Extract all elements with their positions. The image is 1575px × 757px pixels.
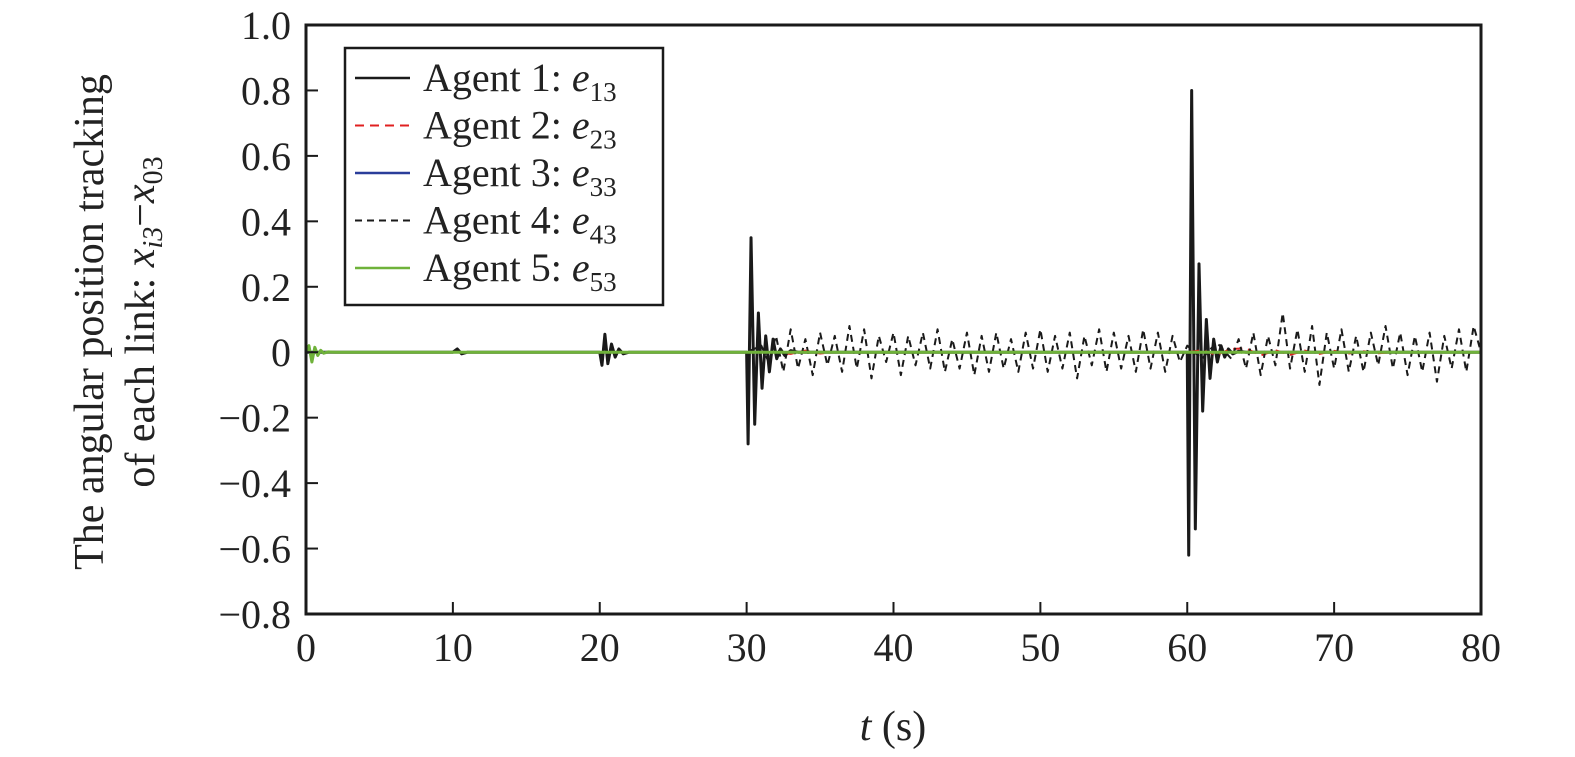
- series-line-agent-4: [306, 311, 1481, 386]
- y-axis-label-sub-i3: i3: [138, 227, 169, 249]
- series-line-agent-5: [306, 344, 1481, 364]
- y-axis-label-var-x1: x: [118, 248, 164, 268]
- y-axis-label-minus: −: [118, 203, 164, 227]
- x-axis-label: t (s): [860, 704, 927, 750]
- y-axis-label-sub-03: 03: [138, 156, 169, 184]
- y-tick-label: −0.6: [218, 527, 291, 572]
- y-tick-label: 1.0: [241, 3, 291, 48]
- y-tick-label: −0.2: [218, 396, 291, 441]
- y-tick-label: −0.4: [218, 461, 291, 506]
- x-axis-label-unit: (s): [871, 704, 926, 750]
- series-layer: [306, 88, 1481, 557]
- x-tick-label: 20: [580, 625, 620, 670]
- legend-label-agent-5: Agent 5: e53: [423, 245, 617, 297]
- y-tick-label: −0.8: [218, 592, 291, 637]
- y-tick-label: 0.4: [241, 199, 291, 244]
- legend-label-agent-1: Agent 1: e13: [423, 55, 617, 107]
- legend-box: [343, 46, 665, 307]
- series-line-agent-1: [306, 88, 1481, 557]
- y-axis-label-var-x2: x: [118, 184, 164, 204]
- x-tick-label: 60: [1167, 625, 1207, 670]
- x-tick-label: 30: [727, 625, 767, 670]
- y-tick-label: 0: [271, 330, 291, 375]
- x-tick-label: 80: [1461, 625, 1501, 670]
- x-tick-label: 40: [874, 625, 914, 670]
- legend-label-agent-2: Agent 2: e23: [423, 103, 617, 155]
- y-tick-label: 0.8: [241, 68, 291, 113]
- y-tick-label: 0.6: [241, 134, 291, 179]
- x-tick-label: 70: [1314, 625, 1354, 670]
- legend-label-agent-3: Agent 3: e33: [423, 150, 617, 202]
- y-axis-label: The angular position tracking of each li…: [67, 74, 169, 570]
- y-tick-label: 0.2: [241, 265, 291, 310]
- x-axis-label-var: t: [860, 704, 873, 750]
- x-tick-label: 50: [1020, 625, 1060, 670]
- y-axis-label-prefix: of each link:: [118, 267, 164, 487]
- y-axis-label-line2: of each link: xi3−x03: [118, 156, 169, 487]
- x-tick-label: 10: [433, 625, 473, 670]
- axes-layer: 0 10 20 30 40 50 60 70 80 1.0 0.8 0.6 0.4 0.2 0 −0.2 −0.…: [218, 3, 1501, 670]
- y-axis-label-line1: The angular position tracking: [67, 74, 113, 570]
- legend-label-agent-4: Agent 4: e43: [423, 198, 617, 250]
- x-tick-label: 0: [296, 625, 316, 670]
